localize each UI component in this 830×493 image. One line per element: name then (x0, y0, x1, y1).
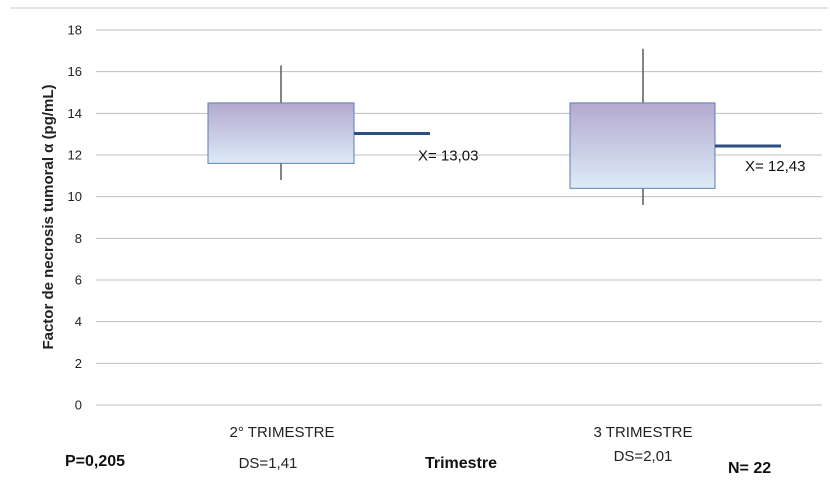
y-tick-label: 2 (75, 356, 82, 371)
category-label-3: 3 TRIMESTRE (594, 424, 693, 441)
y-tick-label: 18 (68, 23, 82, 38)
sd-label-2: DS=1,41 (239, 455, 298, 472)
y-axis-label: Factor de necrosis tumoral α (pg/mL) (40, 84, 57, 349)
n-label: N= 22 (728, 460, 771, 477)
box-iqr (207, 102, 355, 164)
y-tick-label: 0 (75, 398, 82, 413)
box-2: X= 13,03 (207, 65, 478, 180)
y-tick-label: 14 (68, 106, 82, 121)
y-tick-label: 4 (75, 314, 82, 329)
y-tick-label: 10 (68, 189, 82, 204)
boxes: X= 13,03 X= 12,43 (207, 48, 805, 205)
category-label-2: 2° TRIMESTRE (230, 424, 335, 441)
mean-label: X= 12,43 (745, 158, 805, 175)
box-3: X= 12,43 (569, 48, 805, 205)
gridlines (10, 7, 828, 406)
y-axis-ticks: 0 2 4 6 8 10 12 14 16 18 (68, 23, 82, 413)
y-tick-label: 12 (68, 148, 82, 163)
sd-label-3: DS=2,01 (614, 448, 673, 465)
y-tick-label: 16 (68, 64, 82, 79)
mean-label: X= 13,03 (418, 148, 478, 165)
y-tick-label: 8 (75, 231, 82, 246)
x-axis-label: Trimestre (425, 455, 497, 472)
y-tick-label: 6 (75, 273, 82, 288)
p-value-label: P=0,205 (65, 453, 125, 470)
box-iqr (569, 102, 716, 189)
